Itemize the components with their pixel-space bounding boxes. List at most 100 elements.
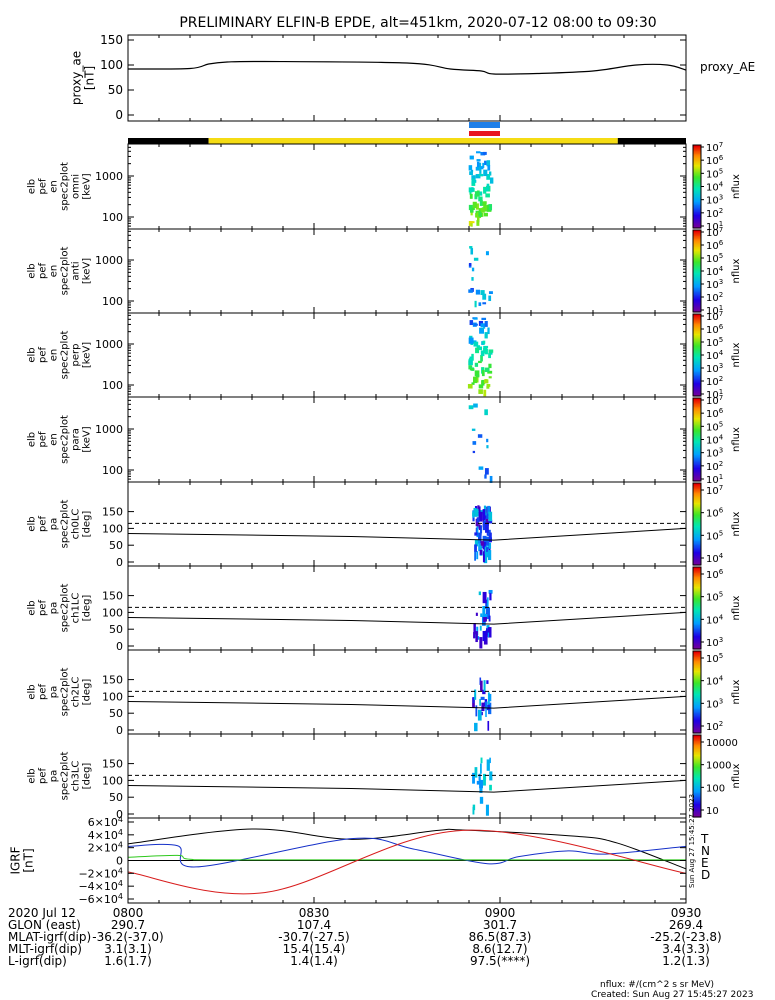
colorbar-tick-label: 1000 (706, 761, 731, 772)
y-axis-label-line: IGRF (9, 846, 23, 874)
colorbar-segment (693, 789, 701, 792)
pitch-angle-pixel (487, 597, 489, 607)
spectrogram-pixel (482, 162, 485, 168)
spectrogram-pixel (471, 277, 474, 281)
pitch-angle-pixel (478, 591, 481, 596)
spectrogram-pixel (481, 379, 485, 386)
colorbar-segment (693, 717, 701, 720)
colorbar-segment (693, 750, 701, 752)
spectrogram-pixel (469, 171, 473, 176)
igrf-legend-D: D (701, 868, 710, 882)
spectrogram-pixel (469, 246, 473, 249)
colorbar-segment (693, 810, 701, 813)
y-tick-label: −6×104 (78, 892, 123, 906)
colorbar-segment (693, 598, 701, 601)
spectrogram-pixel (480, 166, 484, 170)
ephem-value: 8.6(12.7) (472, 942, 527, 956)
pitch-angle-pixel (485, 708, 487, 718)
colorbar (692, 482, 704, 566)
colorbar-segment (693, 275, 701, 278)
colorbar-segment (693, 525, 701, 528)
colorbar-segment (693, 681, 701, 684)
colorbar-segment (693, 376, 701, 379)
colorbar-segment (693, 573, 701, 576)
colorbar-segment (693, 730, 701, 733)
colorbar-segment (693, 605, 701, 608)
pitch-angle-pixel (481, 711, 483, 716)
colorbar-segment (693, 625, 701, 628)
pitch-angle-pixel (473, 623, 476, 635)
pitch-angle-pixel (484, 613, 488, 618)
y-axis-label-line: [nT] (83, 66, 97, 90)
ephem-value: 3.1(3.1) (104, 942, 152, 956)
colorbar-segment (693, 327, 701, 330)
colorbar-tick-label: 107 (706, 141, 723, 154)
pitch-angle-pixel (483, 614, 486, 623)
ephem-value: 1.6(1.7) (104, 954, 152, 968)
colorbar-segment (693, 378, 701, 381)
colorbar-segment (693, 342, 701, 345)
colorbar-segment (693, 653, 701, 656)
colorbar-segment (693, 424, 701, 427)
spectrogram-pixel (486, 183, 490, 190)
colorbar-segment (693, 403, 701, 406)
colorbar-segment (693, 488, 701, 491)
colorbar-segment (693, 472, 701, 475)
ephem-value: -36.2(-37.0) (92, 930, 163, 944)
colorbar-tick-label: 105 (706, 420, 723, 433)
colorbar-segment (693, 636, 701, 639)
colorbar-segment (693, 499, 701, 502)
spectrogram-pixel (471, 382, 475, 385)
colorbar-segment (693, 777, 701, 780)
colorbar-segment (693, 335, 701, 338)
spectrogram-pixel (483, 345, 489, 349)
pitch-angle-pixel (477, 709, 482, 721)
y-tick-label: 0 (116, 640, 123, 653)
colorbar-segment (693, 382, 701, 385)
y-axis-label-line: pa (49, 518, 60, 530)
colorbar-segment (693, 404, 701, 407)
colorbar-segment (693, 814, 701, 817)
y-axis-label-line: pef (38, 600, 49, 617)
colorbar-segment (693, 567, 701, 569)
y-axis-label-line: spec2plot (60, 247, 71, 296)
y-tick-label: 100 (102, 690, 123, 703)
colorbar-segment (693, 711, 701, 714)
spectrogram-pixel (482, 293, 487, 300)
colorbar-segment (693, 258, 701, 261)
colorbar-segment (693, 579, 701, 582)
pitch-angle-pixel (489, 757, 491, 764)
colorbar-segment (693, 763, 701, 766)
y-tick-label: −4×104 (78, 879, 123, 893)
colorbar-segment (693, 646, 701, 649)
spectrogram-pixel (476, 190, 480, 197)
pitch-angle-pixel (479, 637, 483, 649)
spectrogram-pixel (471, 353, 474, 361)
colorbar-segment (693, 584, 701, 587)
colorbar-segment (693, 624, 701, 627)
ephem-value: -25.2(-23.8) (650, 930, 721, 944)
colorbar-segment (693, 239, 701, 242)
colorbar-segment (693, 610, 701, 613)
colorbar-segment (693, 180, 701, 183)
y-tick-label: 1000 (95, 254, 123, 267)
ephem-value: 301.7 (483, 918, 517, 932)
colorbar-segment (693, 149, 701, 152)
colorbar-segment (693, 719, 701, 722)
colorbar-segment (693, 440, 701, 443)
colorbar-segment (693, 456, 701, 459)
spectrogram-pixel (468, 365, 473, 370)
colorbar-segment (693, 467, 701, 470)
colorbar-segment (693, 804, 701, 807)
spectrogram-pixel (481, 212, 484, 217)
colorbar-segment (693, 453, 701, 456)
colorbar-segment (693, 594, 701, 597)
spectrogram-pixel (475, 289, 480, 295)
colorbar-segment (693, 406, 701, 409)
colorbar-segment (693, 197, 701, 200)
spectrogram-pixel (483, 326, 486, 329)
y-axis-label-line: ch1LC (71, 593, 82, 624)
colorbar-segment (693, 495, 701, 498)
spectrogram-pixel (478, 162, 482, 170)
spectrogram-pixel (480, 290, 485, 296)
